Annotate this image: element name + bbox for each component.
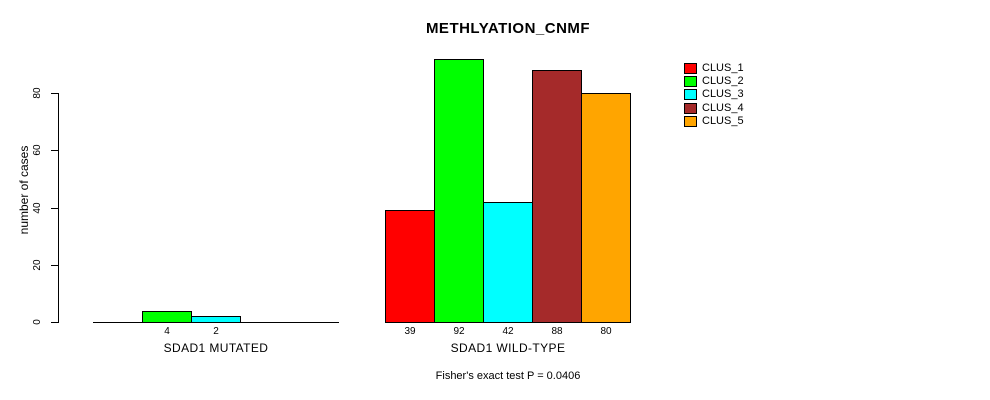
bar-clus_1-group2 (385, 210, 435, 323)
legend-label: CLUS_1 (702, 62, 744, 75)
legend-swatch (684, 115, 697, 127)
legend-item-clus_2: CLUS_2 (684, 75, 744, 88)
legend: CLUS_1 CLUS_2 CLUS_3 CLUS_4 CLUS_5 (684, 62, 744, 128)
legend-label: CLUS_2 (702, 75, 744, 88)
y-axis-tick-label: 20 (32, 259, 43, 271)
bar-clus_2-group2 (434, 59, 484, 323)
legend-label: CLUS_3 (702, 88, 744, 101)
bar-value-label: 2 (213, 326, 219, 337)
group-label: SDAD1 WILD-TYPE (450, 341, 566, 355)
y-axis-tick-label: 60 (32, 144, 43, 156)
legend-item-clus_5: CLUS_5 (684, 115, 744, 128)
legend-item-clus_4: CLUS_4 (684, 102, 744, 115)
x-axis-baseline (385, 322, 631, 323)
bar-value-label: 39 (404, 326, 416, 337)
bar-clus_5-group2 (581, 93, 631, 323)
legend-swatch (684, 102, 697, 114)
bar-clus_4-group2 (532, 70, 582, 323)
legend-item-clus_3: CLUS_3 (684, 88, 744, 101)
bar-clus_3-group2 (483, 202, 533, 323)
y-axis-tick (51, 93, 58, 94)
legend-label: CLUS_4 (702, 101, 744, 114)
legend-item-clus_1: CLUS_1 (684, 62, 744, 75)
legend-label: CLUS_5 (702, 114, 744, 127)
bar-value-label: 42 (502, 326, 514, 337)
legend-swatch (684, 76, 697, 88)
group-label: SDAD1 MUTATED (163, 341, 269, 355)
legend-swatch (684, 63, 697, 75)
legend-swatch (684, 89, 697, 101)
bar-value-label: 4 (164, 326, 170, 337)
chart-title: METHLYATION_CNMF (425, 20, 591, 37)
bar-value-label: 80 (600, 326, 612, 337)
y-axis-tick-label: 80 (32, 87, 43, 99)
y-axis-tick-label: 0 (32, 319, 43, 325)
x-axis-baseline (93, 322, 339, 323)
y-axis-tick (51, 322, 58, 323)
bar-value-label: 88 (551, 326, 563, 337)
bar-value-label: 92 (453, 326, 465, 337)
y-axis-title: number of cases (17, 145, 31, 235)
y-axis-tick (51, 265, 58, 266)
y-axis-line (58, 93, 59, 323)
y-axis-tick (51, 150, 58, 151)
y-axis-tick-label: 40 (32, 202, 43, 214)
y-axis-tick (51, 208, 58, 209)
fisher-test-caption: Fisher's exact test P = 0.0406 (435, 370, 581, 382)
